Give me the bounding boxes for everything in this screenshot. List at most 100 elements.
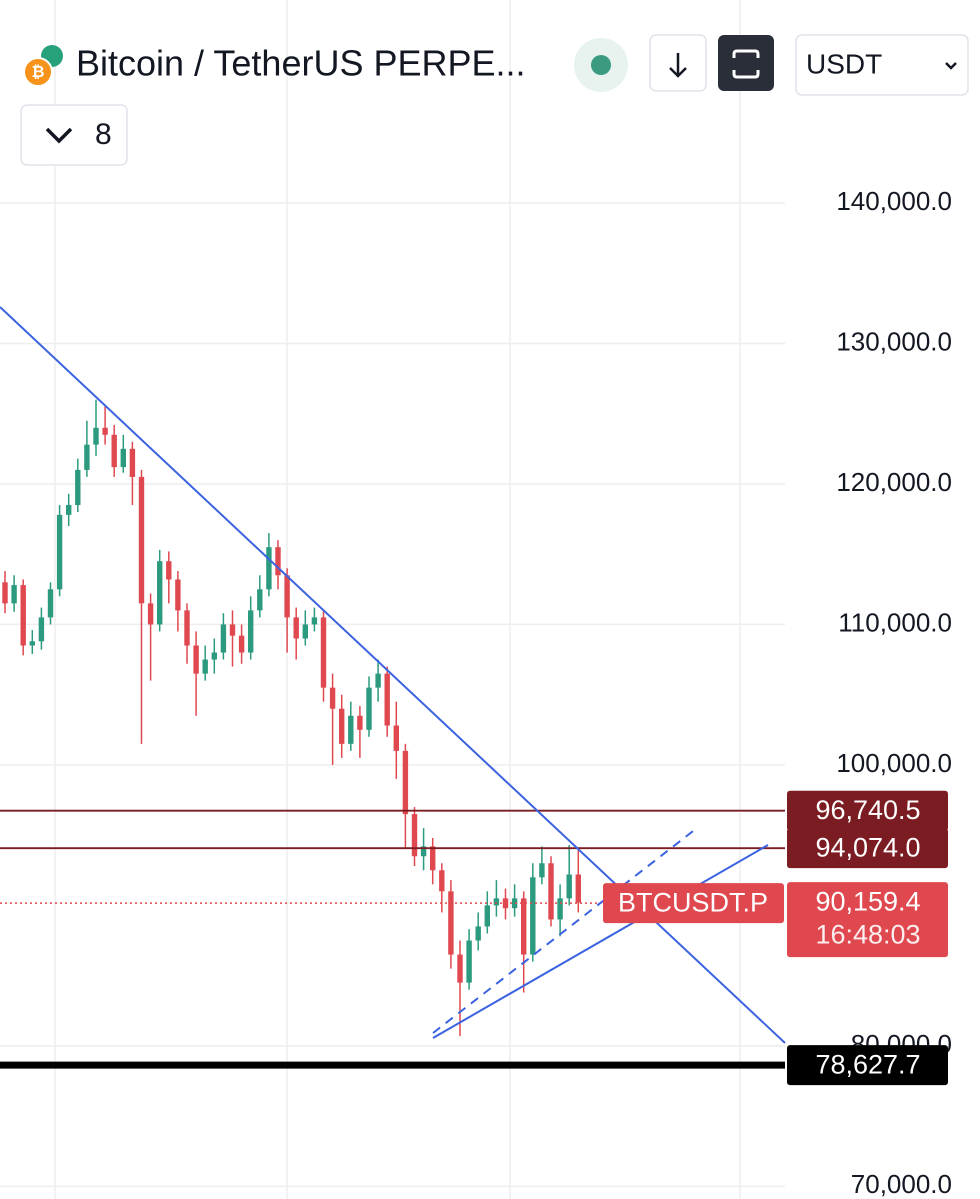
candle-body [530,877,536,955]
candle-body [93,427,99,445]
candle-body [120,448,126,468]
candle-body [166,561,172,580]
indicators-toggle[interactable] [20,104,128,166]
candle-body [202,659,208,674]
price-level-box [787,1045,948,1086]
vertical-grid [54,0,741,1199]
currency-select[interactable] [795,34,969,96]
last-price-box [787,882,948,958]
candle-body [521,898,527,955]
candle-body [348,715,354,744]
candle-body [375,673,381,688]
candle-body [211,652,217,660]
y-tick-label: 110,000.0 [838,607,952,637]
candle-body [320,617,327,688]
candle-body [11,585,17,604]
candle-body [339,708,345,744]
candle-body [56,514,63,590]
candle-body [257,589,263,611]
candle-body [193,645,199,674]
y-tick-label: 140,000.0 [836,186,952,216]
candle-body [111,434,117,468]
candle-body [457,954,463,983]
y-tick-label: 70,000.0 [851,1169,952,1199]
candle-body [366,687,372,730]
candle-body [157,561,163,625]
candle-body [47,589,54,618]
candle-body [302,624,308,639]
last-price-label: 90,159.4 [815,886,920,916]
candle-body [575,874,581,903]
candle-body [566,874,572,899]
header: ₿ Bitcoin / TetherUS PERPE... USDT 8 [20,34,969,166]
candle-body [466,940,472,983]
price-level-label: 96,740.5 [815,795,920,825]
candle-body [357,715,363,730]
candle-body [475,926,481,941]
candle-body [275,547,281,576]
candle-body [138,476,145,604]
symbol-box [603,883,784,924]
trend-line [432,844,769,1039]
candle-body [175,579,181,611]
trend-line [0,306,786,1044]
price-level-label: 78,627.7 [815,1049,920,1079]
candle-body [184,610,190,646]
fullscreen-button[interactable] [718,35,774,91]
candle-body [311,617,318,625]
candle-body [29,641,35,646]
symbol-title[interactable]: Bitcoin / TetherUS PERPE... [76,43,526,84]
candle-body [238,635,245,653]
candle-body [38,617,45,642]
candle-body [539,863,545,878]
status-dot [591,55,611,75]
price-level-label: 94,074.0 [815,832,920,862]
candle-body [229,624,236,636]
candle-body [484,905,490,927]
candle-body [439,870,445,892]
candle-body [66,505,72,515]
candle-body [84,444,90,470]
y-tick-label: 120,000.0 [836,467,952,497]
candle-body [384,673,390,726]
candle-body [493,898,500,906]
select-chevron [945,62,957,70]
candle-body [75,469,81,506]
candle-body [266,547,272,590]
currency-label: USDT [806,48,882,79]
candle-body [430,846,436,871]
fullscreen-icon [732,49,760,79]
candle-body [129,448,136,477]
toggle-chevron [45,127,73,144]
candle-body [147,603,154,625]
candle-body [402,750,409,815]
bitcoin-icon [23,57,53,87]
symbol-label: BTCUSDT.P [618,887,768,917]
countdown-label: 16:48:03 [815,919,920,949]
down-arrow-icon [669,53,687,78]
candle-body [248,610,254,653]
y-tick-label: 100,000.0 [836,748,952,778]
candle-body [548,863,554,920]
candle-body [511,898,518,909]
candle-body [557,898,563,920]
trend-line [432,827,698,1034]
price-level-box [787,790,948,831]
candle-body [293,617,299,639]
candle-body [420,846,427,857]
candle-body [2,582,8,604]
candle-body [329,687,336,709]
y-tick-label: 130,000.0 [836,326,952,356]
indicators-count: 8 [95,118,112,151]
trend-lines [0,306,786,1044]
price-level-box [787,828,948,869]
candle-body [102,427,108,435]
candle-body [411,814,418,857]
candle-body [284,575,290,618]
candle-body [393,725,399,751]
candle-body [20,585,26,646]
candle-body [448,891,454,955]
candle-body [220,624,227,653]
bitcoin-symbol: ₿ [31,63,44,81]
